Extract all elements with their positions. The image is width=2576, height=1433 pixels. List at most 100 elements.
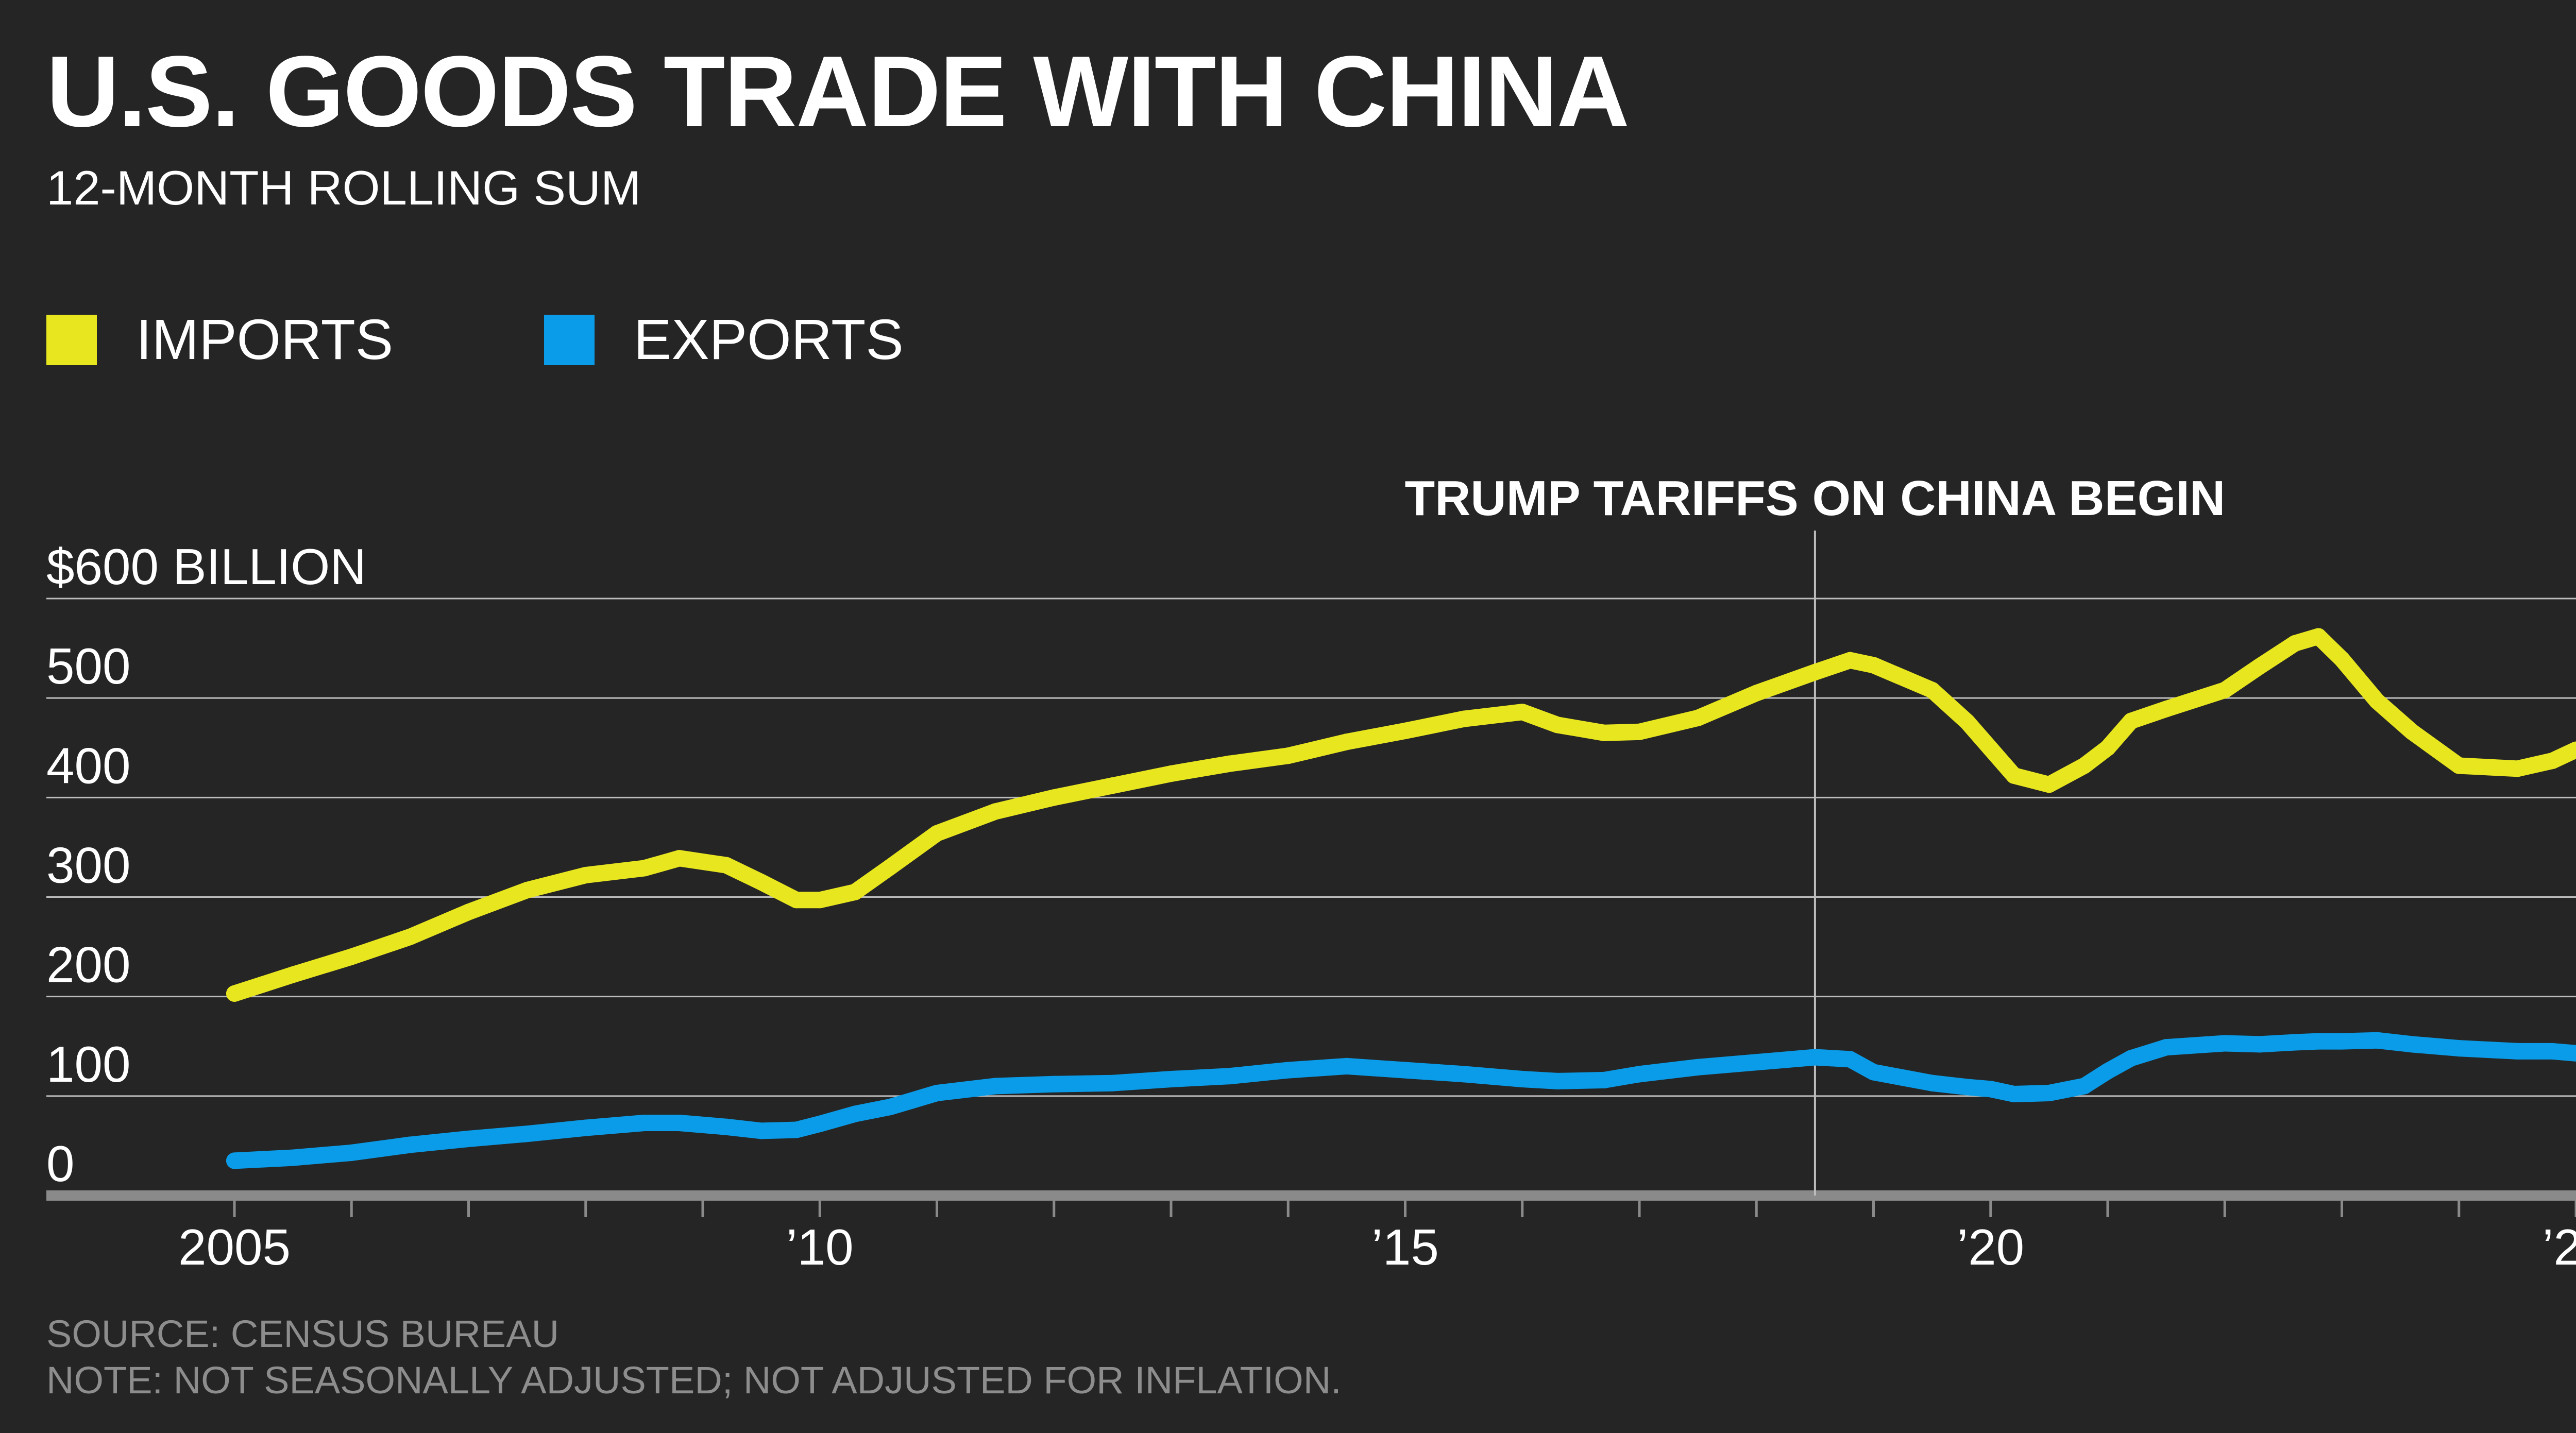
data-point-exports-16 [987,1078,1004,1095]
data-point-imports-35 [1959,713,1976,730]
data-point-exports-46 [2310,1033,2327,1050]
data-point-exports-13 [846,1105,863,1122]
data-point-imports-47 [2333,651,2350,668]
data-point-exports-5 [519,1125,536,1142]
data-point-exports-28 [1631,1066,1648,1083]
data-point-imports-16 [987,803,1004,820]
data-point-imports-1 [284,966,301,983]
data-point-imports-13 [846,883,863,900]
y-tick-label-500: 500 [46,638,131,694]
data-point-imports-44 [2251,658,2268,675]
data-point-exports-39 [2076,1078,2093,1095]
legend-swatch-imports [46,315,97,365]
y-tick-label-0: 0 [46,1135,75,1192]
data-point-imports-42 [2158,701,2175,718]
data-point-imports-27 [1596,724,1613,741]
data-point-imports-24 [1455,710,1472,727]
data-point-exports-43 [2216,1035,2233,1052]
data-point-imports-34 [1924,681,1941,698]
data-point-exports-34 [1924,1074,1941,1091]
data-point-exports-31 [1806,1049,1823,1066]
data-point-exports-36 [1982,1081,1999,1098]
data-point-exports-18 [1104,1074,1121,1091]
data-point-exports-2 [343,1144,360,1161]
data-point-imports-21 [1280,747,1297,764]
legend-label-exports: EXPORTS [634,308,904,371]
data-point-exports-26 [1549,1072,1566,1089]
data-point-imports-8 [671,850,688,867]
data-point-exports-37 [2006,1085,2023,1102]
data-point-exports-42 [2158,1039,2175,1056]
gridlines [46,598,2576,1097]
x-axis [46,1190,2576,1217]
footnote: NOTE: NOT SEASONALLY ADJUSTED; NOT ADJUS… [46,1359,1342,1402]
data-point-imports-28 [1631,723,1648,740]
data-point-imports-46 [2310,628,2327,645]
page-subtitle: 12-MONTH ROLLING SUM [46,161,641,215]
data-point-imports-2 [343,948,360,965]
series-layer [226,628,2576,1169]
x-tick-label-2005: 2005 [178,1219,291,1275]
series-line-exports [226,1032,2576,1169]
data-point-exports-20 [1221,1068,1238,1085]
data-point-exports-51 [2509,1043,2526,1060]
data-point-imports-15 [928,825,945,842]
tick-labels: 0 100 200 300 400 500 $600 BILLION 2005 ’10 ’15 ’2… [46,538,2576,1275]
data-point-exports-49 [2403,1036,2420,1053]
data-point-imports-49 [2403,723,2420,740]
data-point-imports-18 [1104,777,1121,794]
data-point-imports-26 [1549,716,1566,733]
data-point-imports-39 [2076,757,2093,774]
data-point-imports-50 [2450,757,2467,774]
data-point-imports-29 [1689,709,1706,726]
data-point-exports-22 [1338,1057,1355,1074]
data-point-exports-35 [1959,1079,1976,1096]
data-point-exports-52 [2544,1043,2561,1060]
data-point-imports-41 [2123,712,2140,729]
data-point-imports-11 [788,892,805,909]
data-point-imports-22 [1338,733,1355,750]
data-point-imports-20 [1221,755,1238,772]
data-point-exports-45 [2286,1034,2303,1051]
data-point-exports-9 [718,1118,735,1135]
data-point-imports-36 [1982,740,1999,757]
annotation-layer: TRUMP TARIFFS ON CHINA BEGIN [1404,471,2225,1196]
x-tick-label-2020: ’20 [1957,1219,2024,1275]
data-point-imports-4 [460,903,477,920]
data-point-imports-33 [1865,657,1882,674]
y-tick-label-100: 100 [46,1036,131,1093]
data-point-imports-19 [1163,765,1179,782]
data-point-imports-3 [401,928,418,945]
data-point-imports-14 [882,859,899,876]
data-point-exports-14 [882,1099,899,1116]
data-point-exports-48 [2368,1032,2385,1049]
data-point-exports-0 [226,1152,243,1169]
data-point-imports-51 [2509,760,2526,777]
data-point-exports-53 [2568,1045,2576,1062]
data-point-exports-32 [1842,1051,1859,1068]
data-point-exports-41 [2123,1050,2140,1067]
annotation-label: TRUMP TARIFFS ON CHINA BEGIN [1404,471,2225,526]
y-tick-label-300: 300 [46,837,131,894]
data-point-exports-12 [811,1115,828,1132]
data-point-imports-37 [2006,767,2023,784]
source-note: SOURCE: CENSUS BUREAU [46,1312,560,1355]
x-tick-label-2015: ’15 [1371,1219,1439,1275]
data-point-exports-29 [1689,1059,1706,1076]
data-point-exports-11 [788,1121,805,1138]
data-point-exports-23 [1397,1062,1414,1079]
data-point-exports-8 [671,1114,688,1131]
data-point-exports-24 [1455,1066,1472,1083]
data-point-exports-1 [284,1149,301,1166]
data-point-imports-30 [1748,685,1765,702]
data-point-exports-7 [636,1114,653,1131]
data-point-exports-38 [2041,1085,2058,1102]
data-point-imports-10 [753,874,770,891]
data-point-exports-15 [928,1085,945,1102]
data-point-exports-3 [401,1136,418,1153]
data-point-imports-31 [1806,663,1823,680]
data-point-exports-40 [2099,1063,2116,1080]
data-point-imports-52 [2544,752,2561,769]
page-title: U.S. GOODS TRADE WITH CHINA [46,35,1630,148]
